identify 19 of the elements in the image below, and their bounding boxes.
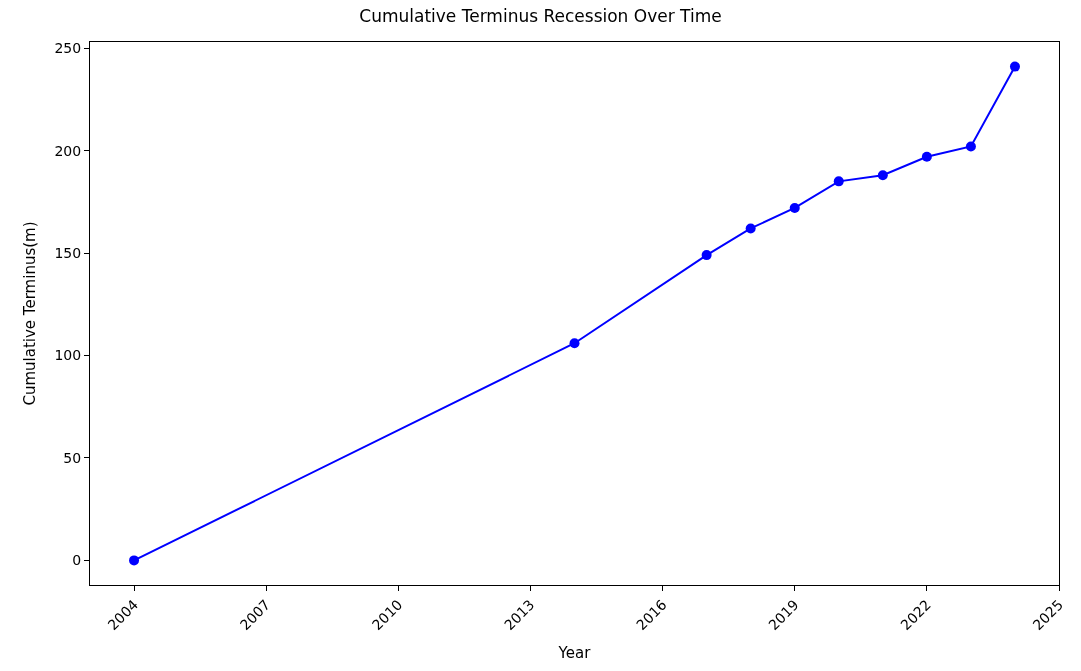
chart-title: Cumulative Terminus Recession Over Time	[359, 5, 722, 26]
point	[745, 223, 756, 234]
y-tick-label: 0	[72, 552, 82, 569]
y-axis-title: Cumulative Terminus(m)	[20, 221, 39, 406]
x-axis-title: Year	[557, 644, 592, 663]
point	[789, 202, 800, 213]
y-tick-label: 200	[54, 142, 82, 159]
y-tick-label: 100	[54, 347, 82, 364]
point	[877, 170, 888, 181]
point	[833, 176, 844, 187]
y-tick-label: 150	[54, 244, 82, 261]
point	[129, 555, 140, 566]
point	[569, 338, 580, 349]
y-tick-label: 50	[63, 449, 82, 466]
point	[921, 151, 932, 162]
point	[965, 141, 976, 152]
y-tick-label: 250	[54, 40, 82, 57]
point	[701, 250, 712, 261]
point	[1009, 61, 1020, 72]
